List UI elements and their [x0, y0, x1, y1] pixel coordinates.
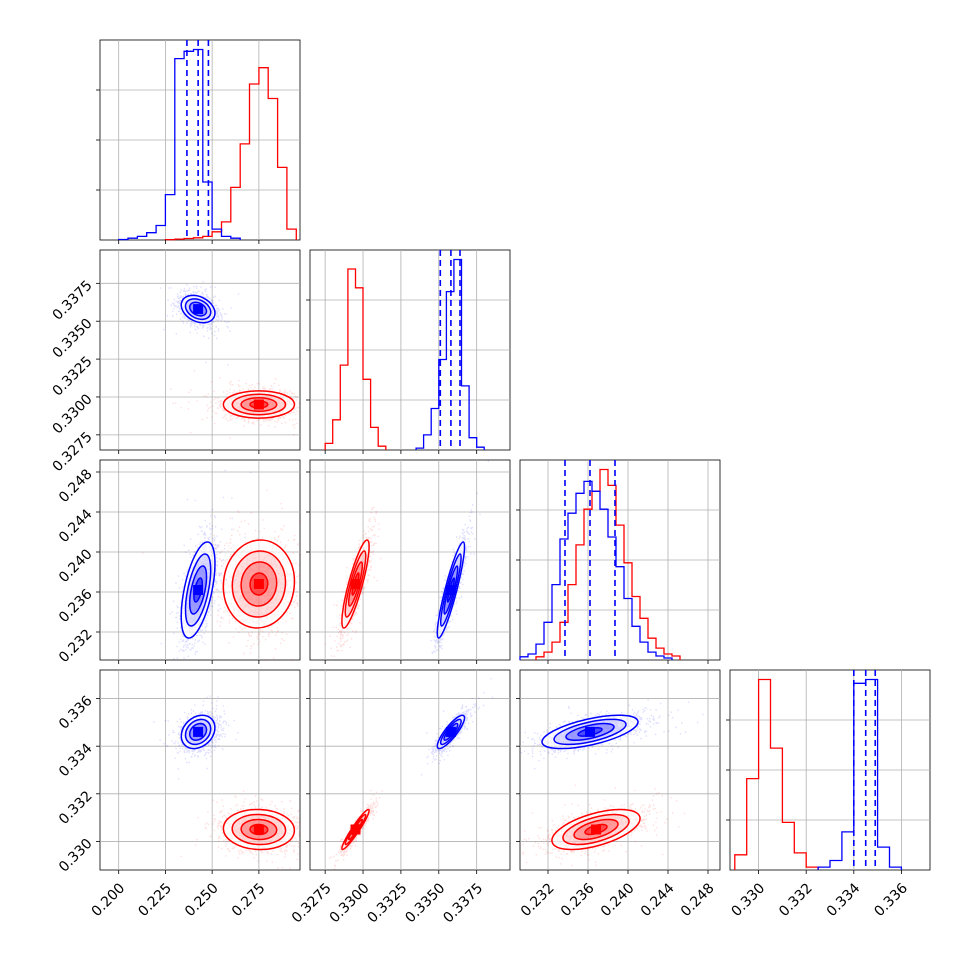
histogram-blue	[118, 48, 241, 241]
series-red-samples	[180, 790, 300, 870]
panel-2-1	[306, 459, 511, 664]
series-blue-samples	[430, 460, 489, 654]
density-core-red	[591, 824, 601, 835]
series-red-samples	[169, 370, 300, 439]
series-blue-samples	[420, 677, 494, 776]
series-red-samples	[329, 789, 383, 870]
x-tick-label: 0.250	[182, 880, 222, 920]
y-tick-label: 0.3300	[50, 391, 96, 437]
density-core-blue	[193, 304, 204, 315]
histogram-red	[164, 67, 297, 241]
density-core-red	[350, 824, 361, 835]
y-tick-label: 0.3350	[50, 316, 96, 362]
panel-3-2	[516, 669, 721, 874]
series-blue-samples	[160, 469, 252, 660]
density-core-red	[253, 824, 264, 835]
scatter-layer	[329, 677, 494, 870]
x-tick-label: 0.244	[638, 880, 678, 920]
hist-panel-1	[306, 249, 511, 454]
y-tick-label: 0.240	[56, 546, 96, 586]
scatter-layer	[153, 695, 300, 870]
panel-3-0	[96, 669, 301, 874]
histogram-red	[734, 678, 819, 870]
histogram-red	[535, 468, 681, 660]
histogram-red	[324, 268, 387, 450]
axes-frame	[99, 669, 301, 871]
x-tick-label: 0.3350	[402, 880, 448, 926]
x-tick-label: 0.240	[598, 880, 638, 920]
x-tick-label: 0.332	[776, 880, 816, 920]
series-blue-samples	[520, 699, 704, 770]
x-tick-label: 0.3325	[365, 880, 411, 926]
density-core-blue	[193, 585, 204, 595]
y-tick-label: 0.236	[56, 586, 96, 626]
x-tick-label: 0.225	[135, 880, 175, 920]
y-tick-label: 0.232	[56, 626, 96, 666]
y-tick-label: 0.330	[56, 836, 96, 876]
series-red-samples	[522, 784, 686, 867]
y-tick-label: 0.332	[56, 788, 96, 828]
y-tick-label: 0.3325	[50, 353, 96, 399]
density-core-blue	[585, 726, 595, 737]
y-tick-label: 0.3275	[50, 429, 96, 475]
y-tick-label: 0.3375	[50, 278, 96, 324]
x-tick-label: 0.232	[518, 880, 558, 920]
x-tick-label: 0.248	[678, 880, 718, 920]
hist-panel-0	[96, 39, 301, 244]
scatter-layer	[142, 469, 300, 660]
density-core-red	[253, 399, 264, 410]
y-tick-label: 0.336	[56, 693, 96, 733]
panels-layer: 0.200 0.225 0.250 0.275 0.32750.33000.33250.…	[50, 39, 931, 926]
series-blue-samples	[159, 281, 240, 366]
series-red-samples	[324, 506, 382, 657]
x-tick-label: 0.3275	[289, 880, 335, 926]
density-core-red	[350, 579, 361, 589]
histogram-blue	[519, 480, 673, 660]
x-tick-label: 0.3375	[440, 880, 486, 926]
density-core-blue	[445, 585, 456, 595]
series-red-samples	[142, 489, 300, 660]
scatter-layer	[324, 460, 489, 657]
hist-panel-2	[516, 459, 721, 664]
x-tick-label: 0.330	[729, 880, 769, 920]
axes-frame	[309, 459, 511, 661]
y-tick-label: 0.244	[56, 506, 96, 546]
x-tick-label: 0.3300	[327, 880, 373, 926]
y-tick-label: 0.334	[56, 740, 96, 780]
panel-2-0	[96, 459, 301, 664]
scatter-layer	[520, 699, 704, 867]
axes-frame	[519, 669, 721, 871]
x-tick-label: 0.200	[89, 880, 129, 920]
axes-frame	[99, 249, 301, 451]
scatter-points-red	[324, 506, 382, 657]
x-tick-label: 0.336	[871, 880, 911, 920]
density-core-blue	[445, 726, 456, 737]
scatter-points-blue	[159, 281, 240, 366]
x-tick-label: 0.236	[558, 880, 598, 920]
panel-3-1	[306, 669, 511, 874]
axes-frame	[99, 459, 301, 661]
scatter-points-red	[142, 489, 300, 660]
x-tick-label: 0.334	[824, 880, 864, 920]
x-tick-label: 0.275	[229, 880, 269, 920]
scatter-layer	[159, 281, 300, 439]
axes-frame	[309, 669, 511, 871]
hist-panel-3	[726, 669, 931, 874]
series-blue-samples	[153, 695, 239, 780]
density-core-blue	[193, 726, 204, 737]
panel-1-0	[96, 249, 301, 454]
histogram-blue	[817, 678, 903, 870]
density-core-red	[253, 579, 264, 589]
